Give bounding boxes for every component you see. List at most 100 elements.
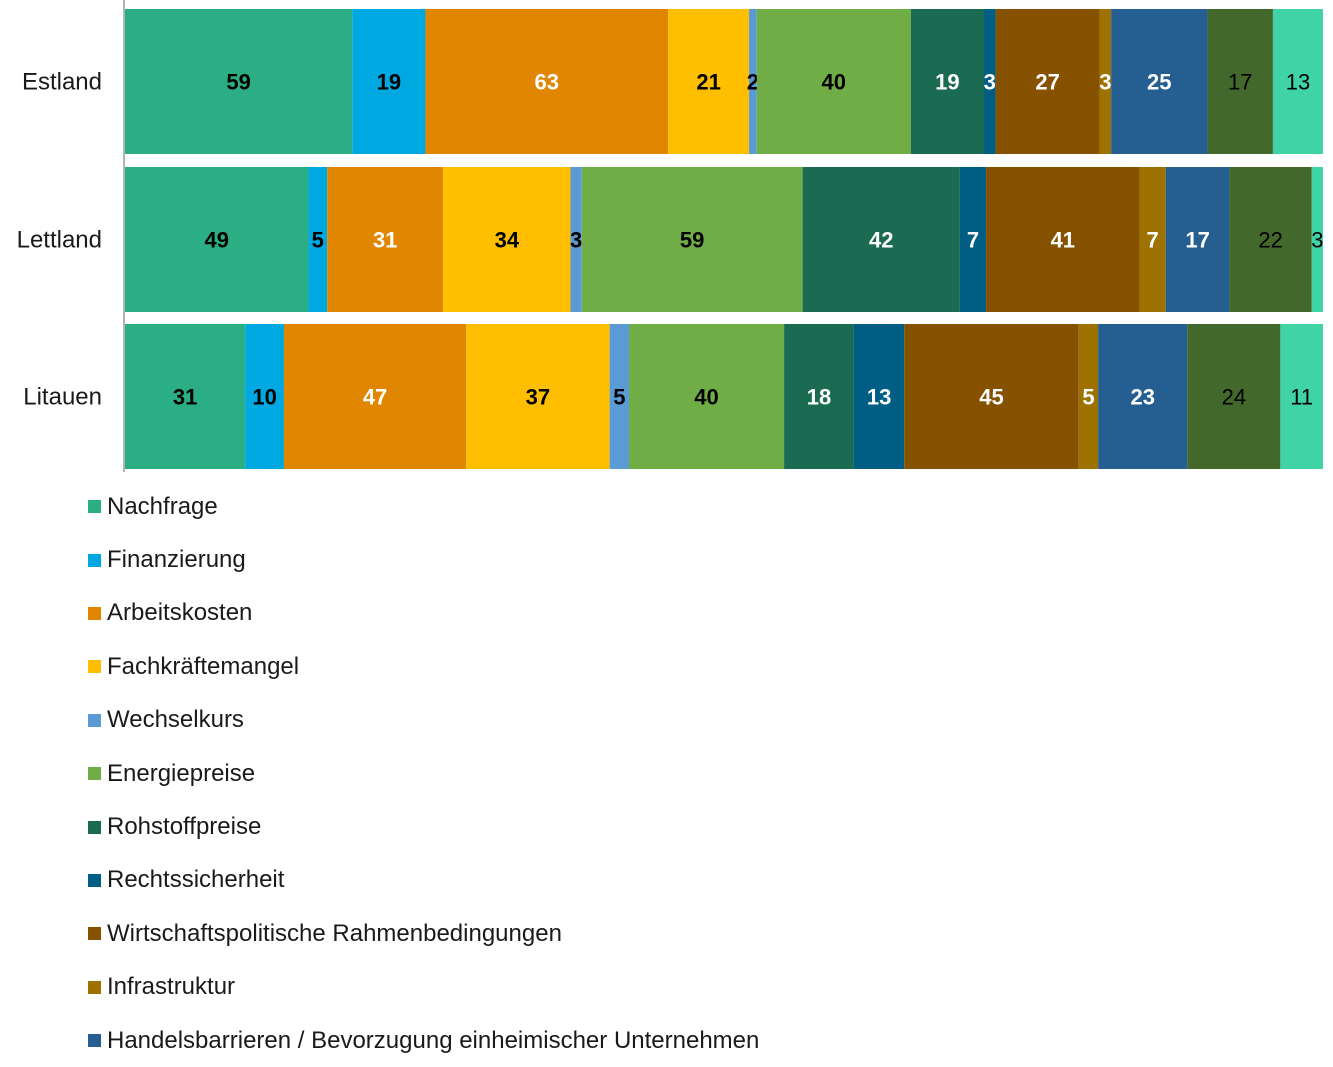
- legend-item: Finanzierung: [88, 533, 1288, 586]
- bar-segment: [749, 9, 757, 154]
- bar-segment: [984, 9, 996, 154]
- bar-segment: [853, 324, 905, 469]
- bar-segment: [1207, 9, 1273, 154]
- legend-item: Rechtssicherheit: [88, 854, 1288, 907]
- bar-segment: [1311, 167, 1323, 312]
- bar-segment: [466, 324, 610, 469]
- data-label: 40: [822, 70, 846, 95]
- data-label: 40: [694, 385, 718, 410]
- bar-segment: [1229, 167, 1312, 312]
- data-label: 3: [984, 70, 996, 95]
- bar-segment: [959, 167, 987, 312]
- bar-segment: [1139, 167, 1166, 312]
- bar-segment: [570, 167, 582, 312]
- data-label: 18: [807, 385, 831, 410]
- bar-segment: [1272, 9, 1323, 154]
- data-label: 5: [312, 228, 324, 253]
- legend-item: Wirtschaftspolitische Rahmenbedingungen: [88, 907, 1288, 960]
- data-label: 45: [979, 385, 1003, 410]
- legend-swatch: [88, 660, 101, 674]
- legend-item: Nachfrage: [88, 480, 1288, 533]
- data-label: 49: [204, 228, 228, 253]
- bar-segment: [125, 167, 309, 312]
- bar-segment: [581, 167, 803, 312]
- data-label: 31: [173, 385, 197, 410]
- bar-segment: [1078, 324, 1099, 469]
- legend-label: Wirtschaftspolitische Rahmenbedingungen: [107, 919, 562, 947]
- legend-item: Handelsbarrieren / Bevorzugung einheimis…: [88, 1014, 1288, 1067]
- data-label: 31: [373, 228, 397, 253]
- bar-segment: [910, 9, 985, 154]
- legend-swatch: [88, 873, 101, 887]
- data-label: 5: [1082, 385, 1094, 410]
- data-label: 17: [1228, 70, 1252, 95]
- bar-segment: [1165, 167, 1230, 312]
- data-label: 2: [747, 70, 759, 95]
- data-label: 19: [935, 70, 959, 95]
- legend-label: Rechtssicherheit: [107, 866, 285, 894]
- bar-segment: [995, 9, 1100, 154]
- bar-segment: [125, 9, 353, 154]
- data-label: 27: [1035, 70, 1059, 95]
- data-label: 25: [1147, 70, 1171, 95]
- data-label: 59: [226, 70, 250, 95]
- data-label: 10: [252, 385, 276, 410]
- legend-label: Handelsbarrieren / Bevorzugung einheimis…: [107, 1026, 760, 1054]
- bar-segment: [125, 324, 246, 469]
- legend-swatch: [88, 927, 101, 941]
- bar-segment: [352, 9, 426, 154]
- data-label: 3: [1311, 228, 1323, 253]
- legend-label: Finanzierung: [107, 546, 246, 574]
- legend-swatch: [88, 980, 101, 994]
- legend-swatch: [88, 713, 101, 727]
- data-label: 24: [1222, 385, 1246, 410]
- category-label: Estland: [22, 69, 102, 96]
- bar-segment: [443, 167, 571, 312]
- data-label: 5: [613, 385, 625, 410]
- stacked-bar-chart: Estland 59 19 63 21 2 40 19 3 27 3 25 17 13 Lettland 49…: [17, 0, 1324, 472]
- bar-segment: [802, 167, 960, 312]
- legend-item: Energiepreise: [88, 747, 1288, 800]
- data-label: 47: [363, 385, 387, 410]
- data-label: 21: [696, 70, 720, 95]
- legend-label: Arbeitskosten: [107, 599, 253, 627]
- bar-segment: [668, 9, 750, 154]
- bar-segment: [609, 324, 630, 469]
- legend-item: Infrastruktur: [88, 961, 1288, 1014]
- legend-label: Energiepreise: [107, 759, 256, 787]
- category-label: Litauen: [23, 384, 102, 411]
- data-label: 19: [377, 70, 401, 95]
- data-label: 13: [867, 385, 891, 410]
- legend-swatch: [88, 500, 101, 514]
- legend-swatch: [88, 820, 101, 834]
- data-label: 42: [869, 228, 893, 253]
- data-label: 37: [526, 385, 550, 410]
- legend-swatch: [88, 553, 101, 567]
- data-label: 41: [1051, 228, 1075, 253]
- legend-label: Wechselkurs: [107, 706, 244, 734]
- data-label: 22: [1258, 228, 1282, 253]
- data-label: 7: [967, 228, 979, 253]
- legend-label: Rohstoffpreise: [107, 813, 262, 841]
- bar-segment: [308, 167, 328, 312]
- legend-label: Nachfrage: [107, 492, 218, 520]
- legend-swatch: [88, 767, 101, 781]
- data-label: 59: [680, 228, 704, 253]
- legend-item: Wechselkurs: [88, 694, 1288, 747]
- bar-segment: [1098, 324, 1188, 469]
- legend: Nachfrage Finanzierung Arbeitskosten Fachkr…: [88, 480, 1288, 1067]
- bar-segment: [629, 324, 785, 469]
- bar-segment: [986, 167, 1140, 312]
- data-label: 11: [1290, 385, 1313, 410]
- legend-item: Rohstoffpreise: [88, 800, 1288, 853]
- data-label: 3: [570, 228, 582, 253]
- legend-swatch: [88, 1034, 101, 1048]
- bar-segment: [1280, 324, 1323, 469]
- legend-item: Fachkräftemangel: [88, 640, 1288, 693]
- bar-segment: [283, 324, 467, 469]
- bar-segment: [1187, 324, 1281, 469]
- data-label: 23: [1130, 385, 1154, 410]
- data-label: 17: [1185, 228, 1209, 253]
- legend-label: Fachkräftemangel: [107, 652, 300, 680]
- bar-segment: [245, 324, 284, 469]
